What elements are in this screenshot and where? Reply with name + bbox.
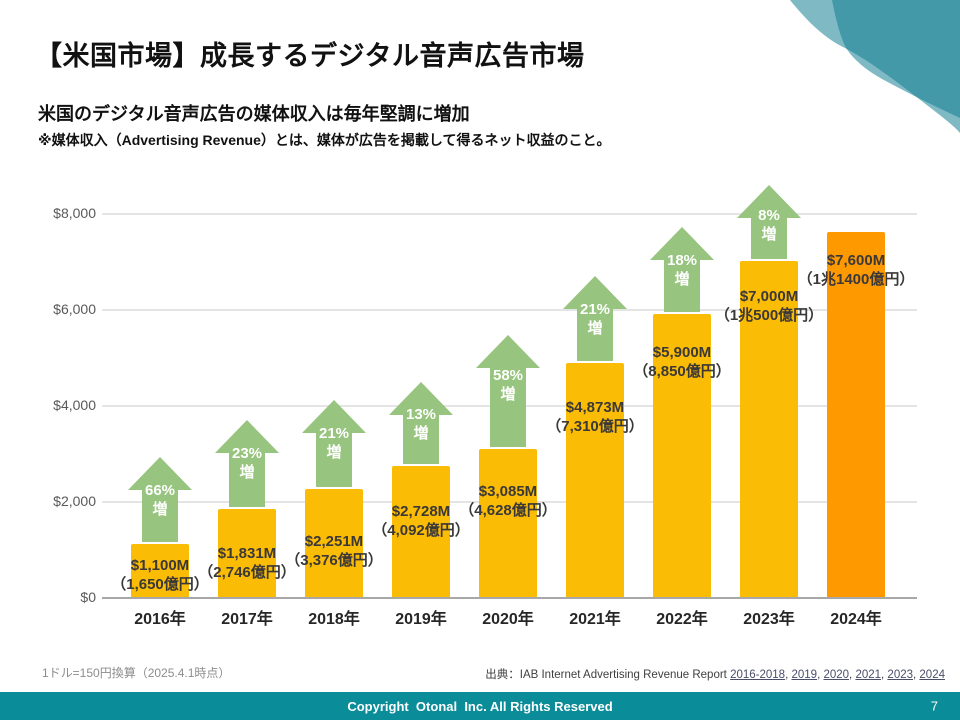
definition-note: ※媒体収入（Advertising Revenue）とは、媒体が広告を掲載して得…	[38, 132, 611, 148]
revenue-bar-2017年	[218, 509, 276, 597]
up-arrow-icon	[563, 276, 627, 361]
source-prefix: 出典：IAB Internet Advertising Revenue Repo…	[485, 669, 731, 681]
growth-arrow-label: 21% 増	[318, 425, 350, 461]
corner-swoosh-decoration	[790, 0, 960, 133]
x-axis-label-2018年: 2018年	[308, 611, 360, 628]
revenue-bar-2022年	[653, 314, 711, 597]
source-link-2016-2018[interactable]: 2016-2018	[730, 669, 786, 681]
x-axis-label-2021年: 2021年	[569, 611, 621, 628]
y-axis-tick-label: $2,000	[53, 493, 96, 509]
y-axis-tick-label: $0	[80, 589, 96, 605]
bar-value-label-2020年: $3,085M （4,628億円）	[459, 483, 557, 519]
up-arrow-icon	[215, 420, 279, 507]
growth-arrow-2017年: 23% 増	[215, 420, 279, 507]
growth-arrow-2020年: 58% 増	[476, 335, 540, 447]
bar-value-label-2023年: $7,000M （1兆500億円）	[714, 288, 824, 324]
growth-arrow-2018年: 21% 増	[302, 400, 366, 487]
growth-arrow-label: 23% 増	[231, 445, 263, 481]
x-axis-label-2017年: 2017年	[221, 611, 273, 628]
source-link-2023[interactable]: 2023	[887, 669, 914, 681]
x-axis-label-2023年: 2023年	[743, 611, 795, 628]
gridline	[102, 309, 917, 311]
up-arrow-icon	[389, 382, 453, 464]
bar-value-label-2024年: $7,600M （1兆1400億円）	[797, 252, 915, 288]
source-link-separator: ,	[881, 669, 888, 681]
gridline	[102, 213, 917, 215]
exchange-rate-note: 1ドル=150円換算（2025.4.1時点）	[42, 666, 231, 680]
y-axis-tick-label: $4,000	[53, 397, 96, 413]
source-link-2019[interactable]: 2019	[791, 669, 818, 681]
up-arrow-icon	[650, 227, 714, 312]
revenue-bar-2016年	[131, 544, 189, 597]
bar-value-label-2022年: $5,900M （8,850億円）	[633, 344, 731, 380]
growth-arrow-2021年: 21% 増	[563, 276, 627, 361]
bar-value-label-2019年: $2,728M （4,092億円）	[372, 503, 470, 539]
page-number: 7	[930, 698, 938, 714]
source-link-separator: ,	[913, 669, 920, 681]
source-link-separator: ,	[785, 669, 792, 681]
bar-value-label-2018年: $2,251M （3,376億円）	[285, 533, 383, 569]
x-axis-label-2024年: 2024年	[830, 611, 882, 628]
copyright-text: Copyright Otonal Inc. All Rights Reserve…	[347, 698, 613, 714]
up-arrow-icon	[128, 457, 192, 542]
growth-arrow-label: 58% 増	[492, 367, 524, 403]
page-title: 【米国市場】成長するデジタル音声広告市場	[35, 41, 585, 71]
y-axis-tick-label: $6,000	[53, 301, 96, 317]
slide-subtitle: 米国のデジタル音声広告の媒体収入は毎年堅調に増加	[38, 104, 470, 124]
revenue-bar-2023年	[740, 261, 798, 597]
x-axis-line	[102, 597, 917, 599]
growth-arrow-label: 8% 増	[758, 207, 780, 243]
x-axis-label-2016年: 2016年	[134, 611, 186, 628]
up-arrow-icon	[302, 400, 366, 487]
revenue-bar-2021年	[566, 363, 624, 597]
x-axis-label-2020年: 2020年	[482, 611, 534, 628]
bar-value-label-2021年: $4,873M （7,310億円）	[546, 399, 644, 435]
x-axis-label-2022年: 2022年	[656, 611, 708, 628]
revenue-bar-2018年	[305, 489, 363, 597]
source-citation: 出典：IAB Internet Advertising Revenue Repo…	[485, 666, 945, 682]
y-axis-tick-label: $8,000	[53, 205, 96, 221]
source-link-2020[interactable]: 2020	[823, 669, 850, 681]
up-arrow-icon	[737, 185, 801, 259]
revenue-bar-2019年	[392, 466, 450, 597]
growth-arrow-2023年: 8% 増	[737, 185, 801, 259]
source-link-2024[interactable]: 2024	[919, 669, 945, 681]
growth-arrow-label: 18% 増	[666, 252, 698, 288]
growth-arrow-2022年: 18% 増	[650, 227, 714, 312]
growth-arrow-label: 13% 増	[405, 406, 437, 442]
growth-arrow-label: 66% 増	[144, 482, 176, 518]
footer-bar: Copyright Otonal Inc. All Rights Reserve…	[0, 692, 960, 720]
x-axis-label-2019年: 2019年	[395, 611, 447, 628]
revenue-bar-2024年	[827, 232, 885, 597]
source-link-separator: ,	[849, 669, 856, 681]
source-link-2021[interactable]: 2021	[855, 669, 882, 681]
bar-value-label-2017年: $1,831M （2,746億円）	[198, 545, 296, 581]
up-arrow-icon	[476, 335, 540, 447]
growth-arrow-label: 21% 増	[579, 301, 611, 337]
source-link-separator: ,	[817, 669, 824, 681]
bar-value-label-2016年: $1,100M （1,650億円）	[111, 557, 209, 593]
growth-arrow-2016年: 66% 増	[128, 457, 192, 542]
growth-arrow-2019年: 13% 増	[389, 382, 453, 464]
revenue-bar-2020年	[479, 449, 537, 597]
